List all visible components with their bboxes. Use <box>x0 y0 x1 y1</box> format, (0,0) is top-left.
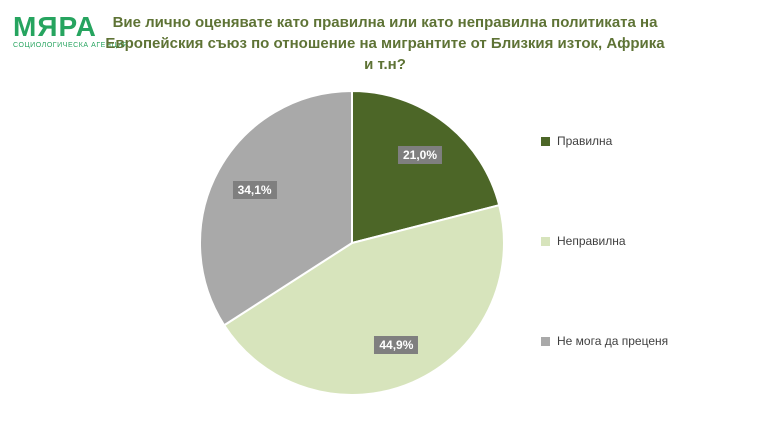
legend-label: Неправилна <box>557 234 626 248</box>
pie-chart <box>199 90 505 396</box>
pie-slice-0 <box>351 90 501 244</box>
legend-item-ne-moga-da-precenia: Не мога да преценя <box>541 334 668 348</box>
pie-slice-1 <box>223 204 505 396</box>
pie-chart-area: 21,0% 44,9% 34,1% <box>197 88 507 398</box>
legend-swatch-icon <box>541 336 550 346</box>
pie-data-label-0: 21,0% <box>397 146 443 165</box>
agency-logo-subtitle: СОЦИОЛОГИЧЕСКА АГЕНЦИЯ <box>13 42 129 49</box>
legend-item-pravilna: Правилна <box>541 134 612 148</box>
legend-label: Не мога да преценя <box>557 334 669 348</box>
chart-legend: Правилна Неправилна Не мога да преценя <box>541 0 741 432</box>
pie-slice-2 <box>199 90 353 327</box>
legend-swatch-icon <box>541 236 550 246</box>
chart-question-title: Вие лично оценявате като правилна или ка… <box>105 12 665 75</box>
legend-item-nepravilna: Неправилна <box>541 234 626 248</box>
chart-question-title-line1: Вие лично оценявате като правилна или ка… <box>112 14 658 31</box>
pie-data-label-2: 34,1% <box>232 180 277 199</box>
pie-data-label-1: 44,9% <box>374 335 419 354</box>
chart-question-title-line2: Европейския съюз по отношение на мигрант… <box>105 35 665 73</box>
legend-swatch-icon <box>541 136 550 146</box>
agency-logo-name: МЯРА <box>13 11 97 42</box>
legend-label: Правилна <box>557 134 613 148</box>
agency-logo: МЯРА СОЦИОЛОГИЧЕСКА АГЕНЦИЯ <box>13 11 129 50</box>
